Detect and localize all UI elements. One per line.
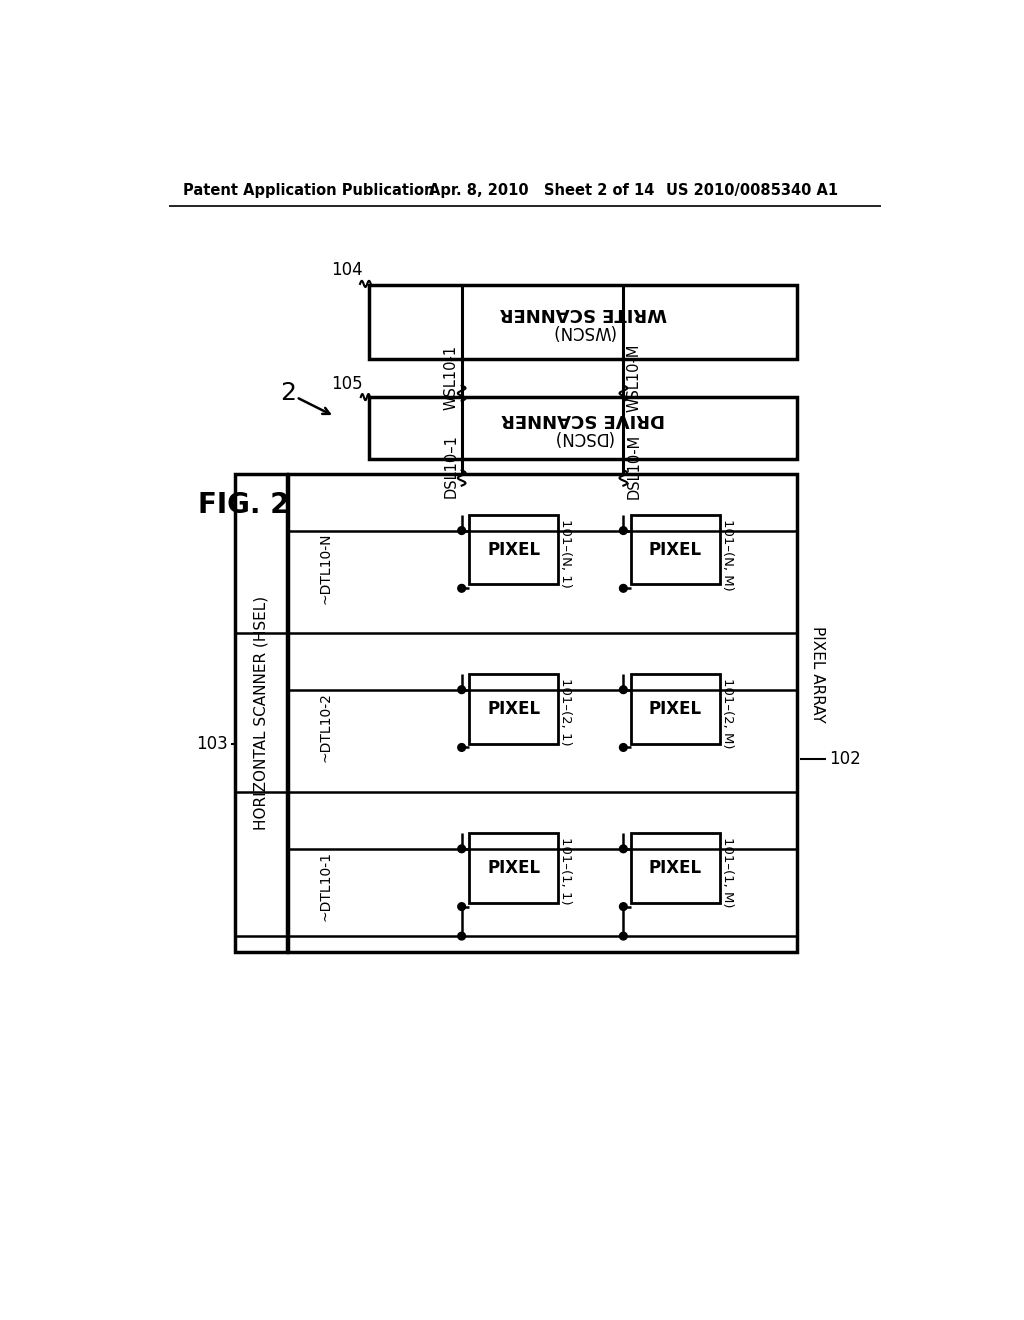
Text: 101–(2, 1): 101–(2, 1) [559, 678, 572, 746]
Text: ~DTL10-N: ~DTL10-N [318, 533, 333, 605]
Text: Patent Application Publication: Patent Application Publication [183, 183, 434, 198]
Circle shape [458, 686, 466, 693]
Circle shape [458, 903, 466, 911]
Circle shape [620, 743, 628, 751]
Text: DSL10-M: DSL10-M [627, 434, 641, 499]
Text: FIG. 2: FIG. 2 [199, 491, 290, 519]
Bar [289, 474, 797, 952]
Circle shape [458, 527, 466, 535]
Text: WRITE SCANNER: WRITE SCANNER [500, 304, 667, 322]
Bar [469, 675, 558, 743]
Text: Apr. 8, 2010   Sheet 2 of 14: Apr. 8, 2010 Sheet 2 of 14 [429, 183, 654, 198]
Text: PIXEL: PIXEL [649, 541, 701, 558]
Circle shape [620, 686, 628, 693]
Text: DRIVE SCANNER: DRIVE SCANNER [501, 409, 665, 428]
Text: 104: 104 [332, 261, 364, 280]
Text: PIXEL ARRAY: PIXEL ARRAY [810, 626, 825, 722]
Circle shape [620, 845, 628, 853]
Circle shape [620, 527, 628, 535]
Bar [631, 515, 720, 585]
Circle shape [620, 903, 628, 911]
Circle shape [458, 845, 466, 853]
Circle shape [620, 932, 628, 940]
Text: WSL10-M: WSL10-M [627, 343, 641, 412]
Text: 102: 102 [829, 750, 861, 768]
Text: 2: 2 [281, 381, 296, 405]
Bar [370, 397, 797, 459]
Text: PIXEL: PIXEL [649, 859, 701, 876]
Text: 101–(N, M): 101–(N, M) [721, 519, 734, 591]
Text: 101–(1, M): 101–(1, M) [721, 837, 734, 908]
Bar [631, 833, 720, 903]
Bar [370, 285, 797, 359]
Text: 103: 103 [197, 735, 228, 752]
Text: PIXEL: PIXEL [487, 541, 541, 558]
Text: US 2010/0085340 A1: US 2010/0085340 A1 [666, 183, 838, 198]
Circle shape [458, 743, 466, 751]
Text: DSL10–1: DSL10–1 [443, 434, 459, 499]
Bar [631, 675, 720, 743]
Bar [469, 515, 558, 585]
Text: 101–(2, M): 101–(2, M) [721, 678, 734, 748]
Bar [234, 474, 287, 952]
Text: (DSCN): (DSCN) [553, 428, 613, 446]
Text: ~DTL10-2: ~DTL10-2 [318, 692, 333, 762]
Circle shape [458, 585, 466, 593]
Text: PIXEL: PIXEL [487, 859, 541, 876]
Circle shape [620, 585, 628, 593]
Text: PIXEL: PIXEL [649, 700, 701, 718]
Text: PIXEL: PIXEL [487, 700, 541, 718]
Text: HORIZONTAL SCANNER (HSEL): HORIZONTAL SCANNER (HSEL) [253, 595, 268, 830]
Circle shape [458, 932, 466, 940]
Text: 105: 105 [332, 375, 364, 393]
Text: WSL10-1: WSL10-1 [443, 346, 459, 411]
Text: ~DTL10-1: ~DTL10-1 [318, 851, 333, 921]
Text: (WSCN): (WSCN) [551, 322, 614, 341]
Text: 101–(N, 1): 101–(N, 1) [559, 519, 572, 587]
Bar [469, 833, 558, 903]
Text: 101–(1, 1): 101–(1, 1) [559, 837, 572, 906]
